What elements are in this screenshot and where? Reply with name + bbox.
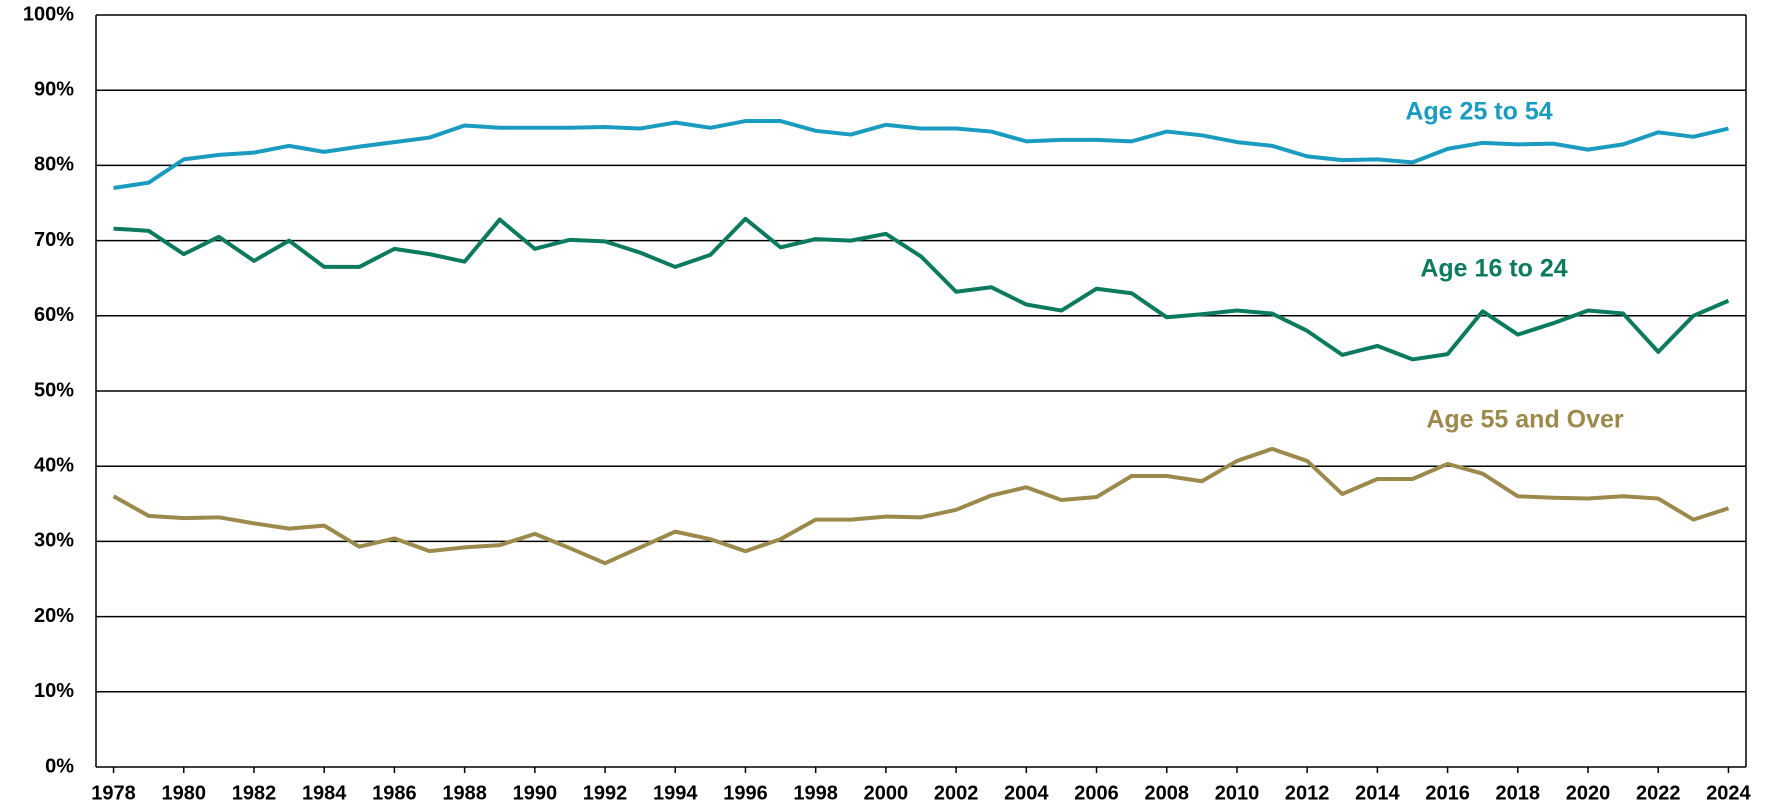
x-tick-label: 2000 xyxy=(864,782,909,804)
series-line xyxy=(113,119,1729,190)
x-tick-label: 2016 xyxy=(1425,782,1470,804)
x-tick-label: 1986 xyxy=(372,782,417,804)
x-tick-label: 2014 xyxy=(1355,782,1400,804)
series-label: Age 55 and Over xyxy=(1426,406,1624,434)
x-tick-label: 2022 xyxy=(1636,782,1681,804)
x-tick-label: 1996 xyxy=(723,782,768,804)
x-tick-label: 2020 xyxy=(1566,782,1611,804)
y-tick-label: 30% xyxy=(34,530,74,552)
y-tick-label: 0% xyxy=(45,755,74,777)
y-tick-label: 90% xyxy=(34,78,74,100)
x-tick-label: 1984 xyxy=(302,782,347,804)
y-tick-label: 100% xyxy=(23,3,74,25)
x-tick-label: 1998 xyxy=(793,782,838,804)
y-tick-label: 40% xyxy=(34,454,74,476)
series-line xyxy=(112,446,1730,566)
x-tick-label: 2006 xyxy=(1074,782,1119,804)
x-tick-label: 1992 xyxy=(583,782,628,804)
x-tick-label: 1988 xyxy=(442,782,487,804)
y-tick-label: 20% xyxy=(34,605,74,627)
y-tick-label: 10% xyxy=(34,680,74,702)
x-tick-label: 2008 xyxy=(1144,782,1189,804)
x-tick-label: 1980 xyxy=(162,782,207,804)
x-tick-label: 1982 xyxy=(232,782,277,804)
x-tick-label: 2002 xyxy=(934,782,979,804)
x-tick-label: 2018 xyxy=(1496,782,1541,804)
series-line xyxy=(113,216,1730,362)
series-label: Age 16 to 24 xyxy=(1420,255,1567,283)
x-tick-label: 1994 xyxy=(653,782,698,804)
x-tick-label: 1978 xyxy=(91,782,136,804)
y-tick-label: 80% xyxy=(34,154,74,176)
x-tick-label: 2010 xyxy=(1215,782,1260,804)
x-tick-label: 1990 xyxy=(513,782,558,804)
x-tick-label: 2012 xyxy=(1285,782,1330,804)
y-tick-label: 70% xyxy=(34,229,74,251)
series-label: Age 25 to 54 xyxy=(1405,98,1552,126)
x-tick-label: 2024 xyxy=(1706,782,1751,804)
x-tick-label: 2004 xyxy=(1004,782,1049,804)
y-tick-label: 50% xyxy=(34,379,74,401)
y-tick-label: 60% xyxy=(34,304,74,326)
